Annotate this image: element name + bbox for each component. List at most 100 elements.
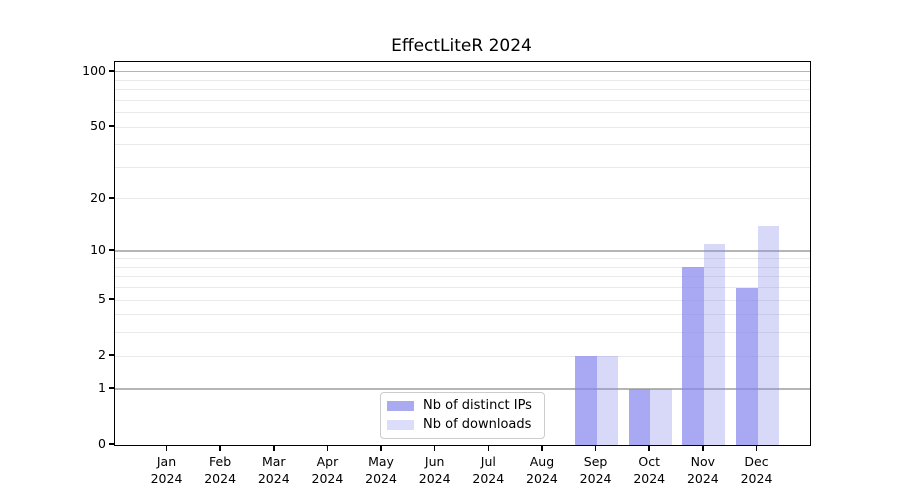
x-tick-month: Apr [316, 454, 339, 469]
legend-row: Nb of distinct IPs [387, 398, 532, 413]
y-tick-mark-5 [109, 298, 114, 300]
x-tick-year: 2024 [686, 471, 719, 486]
gridline-minor-7 [115, 276, 810, 278]
x-tick-label-oct: Oct 2024 [617, 453, 681, 487]
x-tick-label-jul: Jul 2024 [456, 453, 520, 487]
x-tick-label-jun: Jun 2024 [403, 453, 467, 487]
x-tick-label-mar: Mar 2024 [242, 453, 306, 487]
bar-nb-of-downloads-oct [650, 388, 672, 445]
x-tick-year: 2024 [365, 471, 397, 486]
x-tick-mark-feb [219, 445, 221, 451]
x-tick-mark-dec [755, 445, 758, 451]
x-tick-label-aug: Aug 2024 [510, 453, 574, 487]
y-tick-mark-50 [109, 125, 114, 127]
legend-label: Nb of downloads [423, 417, 532, 432]
x-tick-mark-mar [273, 445, 275, 451]
legend-swatch [387, 419, 414, 430]
x-tick-mark-nov [702, 445, 704, 451]
gridline-minor-40 [115, 144, 810, 146]
gridline-minor-30 [115, 166, 810, 168]
x-tick-month: May [368, 454, 394, 469]
y-tick-label-5: 5 [98, 291, 106, 307]
x-tick-year: 2024 [579, 471, 612, 486]
y-tick-label-1: 1 [98, 379, 106, 395]
gridline-major-1 [115, 388, 810, 390]
x-tick-label-dec: Dec 2024 [725, 453, 789, 487]
legend-swatch [387, 400, 414, 411]
gridline-minor-80 [115, 89, 810, 91]
gridline-minor-6 [115, 287, 810, 289]
x-tick-label-feb: Feb 2024 [188, 453, 252, 487]
gridline-minor-4 [115, 314, 810, 316]
x-tick-year: 2024 [526, 471, 558, 486]
gridline-major-10 [115, 250, 810, 252]
y-tick-mark-0 [109, 443, 114, 445]
bar-nb-of-distinct-ips-sep [575, 356, 597, 445]
x-tick-mark-sep [594, 445, 597, 451]
x-tick-year: 2024 [150, 471, 183, 486]
bar-nb-of-downloads-sep [596, 356, 619, 445]
bar-nb-of-distinct-ips-oct [628, 388, 651, 445]
y-tick-mark-100 [109, 70, 114, 72]
x-tick-year: 2024 [311, 471, 344, 486]
x-tick-month: Aug [529, 454, 555, 469]
x-tick-month: Nov [690, 454, 716, 469]
x-tick-mark-apr [326, 445, 329, 451]
x-tick-mark-jan [165, 445, 168, 451]
bar-nb-of-downloads-nov [703, 244, 726, 445]
x-tick-month: Dec [744, 454, 769, 469]
legend: Nb of distinct IPs Nb of downloads [380, 392, 545, 439]
x-tick-year: 2024 [257, 471, 290, 486]
y-tick-label-0: 0 [98, 436, 106, 451]
bar-nb-of-distinct-ips-dec [736, 287, 758, 445]
bar-nb-of-distinct-ips-nov [682, 267, 704, 445]
x-tick-mark-oct [648, 445, 650, 451]
x-tick-month: Feb [209, 454, 232, 469]
x-tick-year: 2024 [740, 471, 773, 486]
x-tick-year: 2024 [472, 471, 505, 486]
x-tick-label-nov: Nov 2024 [671, 453, 735, 487]
x-tick-month: Jun [424, 454, 445, 469]
gridline-minor-90 [115, 79, 810, 81]
gridline-minor-3 [115, 332, 810, 334]
x-tick-label-sep: Sep 2024 [564, 453, 628, 487]
y-tick-label-100: 100 [82, 62, 106, 78]
gridline-major-100 [115, 71, 810, 73]
y-tick-label-20: 20 [90, 189, 106, 205]
x-tick-mark-jun [433, 445, 436, 451]
y-tick-mark-10 [109, 249, 114, 251]
x-tick-label-apr: Apr 2024 [295, 453, 359, 487]
gridline-minor-70 [115, 99, 810, 101]
x-tick-month: Jul [480, 454, 496, 469]
y-tick-label-50: 50 [90, 118, 106, 134]
y-tick-mark-2 [109, 354, 114, 356]
x-tick-year: 2024 [204, 471, 237, 486]
y-tick-label-10: 10 [90, 242, 106, 258]
x-tick-mark-aug [541, 445, 543, 451]
x-tick-mark-may [380, 445, 382, 451]
chart-title: EffectLiteR 2024 [391, 36, 532, 56]
x-tick-month: Jan [156, 454, 177, 469]
x-tick-month: Mar [261, 454, 286, 469]
x-tick-month: Oct [638, 454, 661, 469]
x-tick-month: Sep [583, 454, 608, 469]
y-tick-label-2: 2 [98, 347, 106, 363]
x-tick-mark-jul [487, 445, 490, 451]
x-tick-label-jan: Jan 2024 [135, 453, 199, 487]
plot-area [114, 61, 811, 446]
gridline-minor-8 [115, 266, 810, 268]
gridline-minor-50 [115, 126, 810, 128]
legend-label: Nb of distinct IPs [423, 398, 532, 413]
y-tick-mark-1 [109, 387, 114, 389]
x-tick-year: 2024 [418, 471, 451, 486]
gridline-minor-60 [115, 112, 810, 114]
bar-nb-of-downloads-dec [757, 226, 779, 445]
gridline-minor-2 [115, 355, 810, 357]
legend-row: Nb of downloads [387, 417, 532, 432]
x-tick-label-may: May 2024 [349, 453, 413, 487]
gridline-minor-20 [115, 198, 810, 200]
gridline-minor-9 [115, 258, 810, 260]
gridline-minor-5 [115, 299, 810, 301]
y-tick-mark-20 [109, 197, 114, 199]
